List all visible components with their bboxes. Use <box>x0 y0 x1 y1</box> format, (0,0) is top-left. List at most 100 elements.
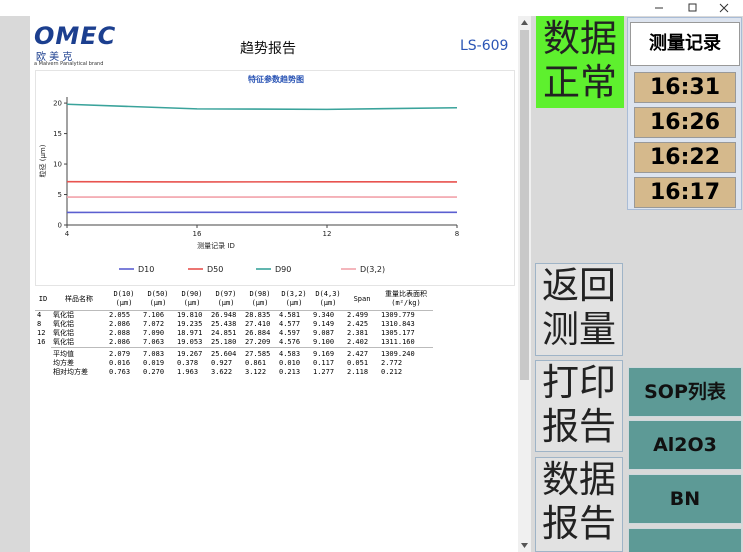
model: LS-609 <box>460 38 509 54</box>
cell: 0.010 <box>279 359 301 367</box>
cell: 7.106 <box>143 311 165 319</box>
cell: 0.117 <box>313 359 335 367</box>
table-wrap: ID 样品名称 D(10) (μm) D(50) (μm) D(90) (μm) D(97… <box>35 290 513 377</box>
cell: 氧化铝 <box>53 320 74 328</box>
cell: 4.583 <box>277 347 311 359</box>
x-tick-label: 16 <box>193 230 202 238</box>
data-row: 4 氧化铝 2.055 7.106 19.810 26.948 28.835 4.581 9.3… <box>35 311 433 321</box>
cell: 27.585 <box>243 347 277 359</box>
logo-tagline: a Malvern Panalytical brand <box>34 61 104 67</box>
report-title: 趋势报告 <box>240 41 296 57</box>
cell: 1305.177 <box>381 329 415 337</box>
cell: 7.063 <box>143 338 165 346</box>
y-axis-label: 粒径 (μm) <box>38 144 47 177</box>
cell: 0.212 <box>381 368 403 376</box>
cell: 1.963 <box>177 368 199 376</box>
cell: 19.267 <box>175 347 209 359</box>
print-button[interactable]: 打印报告 <box>535 360 623 452</box>
cell: 25.180 <box>211 338 237 346</box>
cell: 平均值 <box>51 347 107 359</box>
record-time[interactable]: 16:31 <box>634 72 736 103</box>
cell: 18.971 <box>177 329 203 337</box>
stat-row: 平均值 2.079 7.083 19.267 25.604 27.585 4.583 9.16… <box>35 347 433 359</box>
sop-title[interactable]: SOP列表 <box>628 367 742 417</box>
header-cell: D(90) (μm) <box>175 290 209 311</box>
y-tick-label: 15 <box>53 130 62 138</box>
cell: 1311.160 <box>381 338 415 346</box>
cell: 氧化铝 <box>53 338 74 346</box>
cell: 9.149 <box>313 320 335 328</box>
cell: 8 <box>37 320 42 328</box>
record-time[interactable]: 16:26 <box>634 107 736 138</box>
cell: 25.604 <box>209 347 243 359</box>
y-tick-label: 5 <box>58 191 62 199</box>
cell: 4 <box>37 311 42 319</box>
sop-item-partial[interactable] <box>628 528 742 552</box>
x-tick-label: 12 <box>323 230 332 238</box>
x-tick-label: 4 <box>65 230 70 238</box>
record-time[interactable]: 16:17 <box>634 177 736 208</box>
cell: 0.016 <box>109 359 131 367</box>
scroll-down[interactable] <box>521 543 528 548</box>
close-icon[interactable] <box>719 3 729 13</box>
cell <box>35 368 51 377</box>
scrollbar[interactable] <box>518 16 531 552</box>
cell: 19.235 <box>177 320 203 328</box>
data-report-button[interactable]: 数据报告 <box>535 457 623 552</box>
cell: 3.122 <box>245 368 267 376</box>
logo-brand: OMEC <box>34 22 117 50</box>
record-time[interactable]: 16:22 <box>634 142 736 173</box>
cell: 1309.779 <box>381 311 415 319</box>
data-row: 8 氧化铝 2.086 7.072 19.235 25.438 27.410 4.577 9.1… <box>35 320 433 329</box>
legend-label: D(3,2) <box>360 265 385 274</box>
data-row: 12 氧化铝 2.088 7.090 18.971 24.851 26.884 4.597 9.… <box>35 329 433 338</box>
cell: 2.427 <box>345 347 379 359</box>
logo-cn: 欧 美 克 <box>36 52 73 63</box>
header-cell: 样品名称 <box>51 290 107 311</box>
y-tick-label: 0 <box>58 222 62 230</box>
cell: 2.402 <box>347 338 369 346</box>
cell: 4.597 <box>279 329 301 337</box>
cell: 24.851 <box>211 329 237 337</box>
header-cell: D(4,3) (μm) <box>311 290 345 311</box>
cell: 25.438 <box>211 320 237 328</box>
cell: 2.499 <box>347 311 369 319</box>
cell: 氧化铝 <box>53 329 74 337</box>
cell: 2.772 <box>381 359 403 367</box>
scroll-thumb[interactable] <box>520 30 529 380</box>
back-button[interactable]: 返回测量 <box>535 263 623 356</box>
cell: 0.378 <box>177 359 199 367</box>
x-axis-label: 测量记录 ID <box>197 242 235 250</box>
cell: 27.209 <box>245 338 271 346</box>
records-title[interactable]: 测量记录 <box>630 22 740 66</box>
cell: 7.083 <box>141 347 175 359</box>
header-cell: D(98) (μm) <box>243 290 277 311</box>
sop-item[interactable]: BN <box>628 474 742 524</box>
cell: 27.410 <box>245 320 271 328</box>
cell <box>35 359 51 368</box>
cell: 2.118 <box>347 368 369 376</box>
stat-row: 均方差 0.016 0.019 0.378 0.927 0.861 0.010 0.117 0.… <box>35 359 433 368</box>
cell: 0.051 <box>347 359 369 367</box>
maximize-icon[interactable] <box>688 3 697 12</box>
header-row: ID 样品名称 D(10) (μm) D(50) (μm) D(90) (μm) D(97… <box>35 290 433 311</box>
scroll-up[interactable] <box>521 20 528 25</box>
cell: 相对均方差 <box>53 368 88 376</box>
sop-item[interactable]: Al2O3 <box>628 420 742 470</box>
cell: 2.381 <box>347 329 369 337</box>
report-page: OMEC 欧 美 克 a Malvern Panalytical brand 趋… <box>30 16 518 552</box>
cell: 4.577 <box>279 320 301 328</box>
header-cell: D(3,2) (μm) <box>277 290 311 311</box>
header-cell: D(50) (μm) <box>141 290 175 311</box>
title-bar <box>0 0 743 16</box>
cell: 0.019 <box>143 359 165 367</box>
cell: 19.053 <box>177 338 203 346</box>
cell: 28.835 <box>245 311 271 319</box>
cell: 12 <box>37 329 46 337</box>
cell: 2.088 <box>109 329 131 337</box>
cell: 0.927 <box>211 359 233 367</box>
y-tick-label: 10 <box>53 161 62 169</box>
x-tick-label: 8 <box>455 230 459 238</box>
cell: 9.340 <box>313 311 335 319</box>
